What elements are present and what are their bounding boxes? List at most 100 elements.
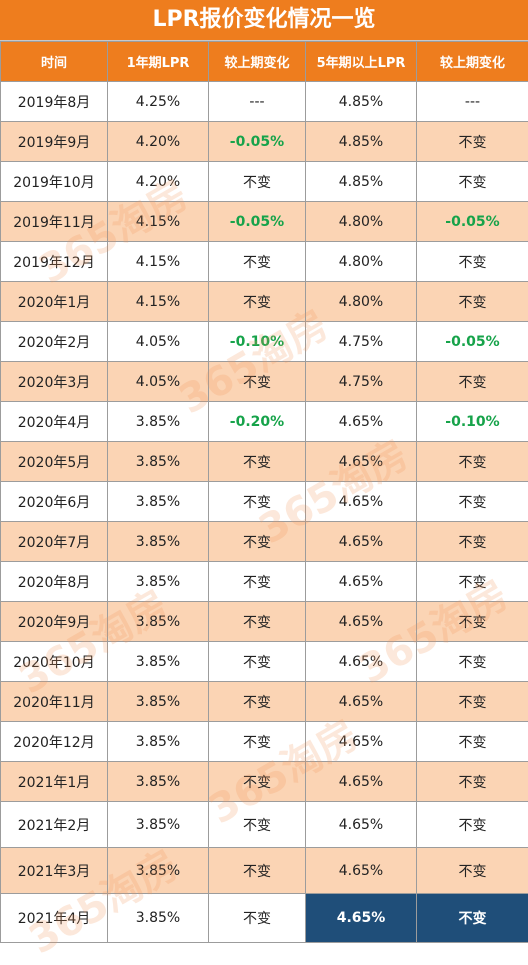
cell-change-5y: 不变 — [417, 242, 528, 282]
cell-lpr-5y: 4.65% — [306, 442, 417, 482]
cell-change-5y: 不变 — [417, 894, 528, 943]
cell-date: 2020年4月 — [1, 402, 108, 442]
cell-change-5y: 不变 — [417, 848, 528, 894]
cell-change-5y: 不变 — [417, 642, 528, 682]
cell-lpr-1y: 4.15% — [108, 202, 209, 242]
cell-change-5y: 不变 — [417, 162, 528, 202]
cell-change-5y: --- — [417, 82, 528, 122]
cell-lpr-5y: 4.80% — [306, 242, 417, 282]
cell-lpr-1y: 3.85% — [108, 602, 209, 642]
cell-lpr-5y: 4.85% — [306, 82, 417, 122]
cell-date: 2020年11月 — [1, 682, 108, 722]
cell-lpr-5y: 4.65% — [306, 848, 417, 894]
cell-lpr-1y: 4.25% — [108, 82, 209, 122]
cell-change-1y: 不变 — [209, 682, 306, 722]
cell-change-5y: 不变 — [417, 562, 528, 602]
cell-date: 2019年8月 — [1, 82, 108, 122]
cell-change-5y: 不变 — [417, 682, 528, 722]
cell-date: 2020年1月 — [1, 282, 108, 322]
cell-lpr-1y: 3.85% — [108, 442, 209, 482]
cell-lpr-5y: 4.80% — [306, 202, 417, 242]
cell-change-5y: 不变 — [417, 362, 528, 402]
cell-lpr-1y: 4.15% — [108, 282, 209, 322]
cell-change-5y: 不变 — [417, 722, 528, 762]
cell-change-1y: 不变 — [209, 562, 306, 602]
cell-change-1y: 不变 — [209, 848, 306, 894]
cell-lpr-5y: 4.65% — [306, 522, 417, 562]
cell-lpr-1y: 4.20% — [108, 122, 209, 162]
cell-change-1y: -0.05% — [209, 202, 306, 242]
cell-lpr-1y: 4.20% — [108, 162, 209, 202]
cell-lpr-5y: 4.85% — [306, 162, 417, 202]
cell-change-1y: 不变 — [209, 802, 306, 848]
cell-lpr-1y: 4.05% — [108, 362, 209, 402]
cell-lpr-1y: 3.85% — [108, 848, 209, 894]
cell-lpr-1y: 3.85% — [108, 682, 209, 722]
cell-date: 2021年4月 — [1, 894, 108, 943]
cell-lpr-5y: 4.75% — [306, 322, 417, 362]
cell-lpr-1y: 3.85% — [108, 802, 209, 848]
cell-date: 2020年6月 — [1, 482, 108, 522]
cell-date: 2019年10月 — [1, 162, 108, 202]
cell-lpr-1y: 3.85% — [108, 762, 209, 802]
cell-lpr-5y: 4.75% — [306, 362, 417, 402]
cell-date: 2019年11月 — [1, 202, 108, 242]
cell-lpr-5y: 4.65% — [306, 722, 417, 762]
cell-change-1y: 不变 — [209, 482, 306, 522]
cell-lpr-1y: 3.85% — [108, 562, 209, 602]
cell-lpr-5y: 4.65% — [306, 802, 417, 848]
cell-change-5y: -0.10% — [417, 402, 528, 442]
cell-change-1y: 不变 — [209, 162, 306, 202]
cell-lpr-1y: 3.85% — [108, 402, 209, 442]
header-lpr-1y: 1年期LPR — [108, 42, 209, 82]
table-title: LPR报价变化情况一览 — [0, 0, 528, 41]
cell-change-1y: 不变 — [209, 442, 306, 482]
cell-lpr-5y: 4.65% — [306, 894, 417, 943]
cell-lpr-5y: 4.65% — [306, 562, 417, 602]
cell-date: 2019年12月 — [1, 242, 108, 282]
cell-lpr-5y: 4.65% — [306, 402, 417, 442]
cell-change-1y: 不变 — [209, 722, 306, 762]
cell-change-1y: 不变 — [209, 602, 306, 642]
cell-lpr-5y: 4.65% — [306, 642, 417, 682]
cell-lpr-1y: 3.85% — [108, 722, 209, 762]
cell-lpr-5y: 4.65% — [306, 682, 417, 722]
cell-change-1y: 不变 — [209, 894, 306, 943]
cell-lpr-1y: 3.85% — [108, 642, 209, 682]
cell-date: 2021年2月 — [1, 802, 108, 848]
cell-change-5y: 不变 — [417, 122, 528, 162]
cell-change-1y: 不变 — [209, 282, 306, 322]
cell-lpr-5y: 4.85% — [306, 122, 417, 162]
cell-date: 2020年12月 — [1, 722, 108, 762]
cell-lpr-1y: 3.85% — [108, 522, 209, 562]
cell-change-5y: 不变 — [417, 282, 528, 322]
header-change-5y: 较上期变化 — [417, 42, 528, 82]
cell-lpr-1y: 3.85% — [108, 894, 209, 943]
header-date: 时间 — [1, 42, 108, 82]
cell-date: 2020年2月 — [1, 322, 108, 362]
cell-lpr-5y: 4.65% — [306, 482, 417, 522]
cell-change-5y: 不变 — [417, 602, 528, 642]
cell-change-5y: 不变 — [417, 482, 528, 522]
cell-date: 2020年3月 — [1, 362, 108, 402]
cell-change-5y: -0.05% — [417, 322, 528, 362]
header-lpr-5y: 5年期以上LPR — [306, 42, 417, 82]
header-change-1y: 较上期变化 — [209, 42, 306, 82]
